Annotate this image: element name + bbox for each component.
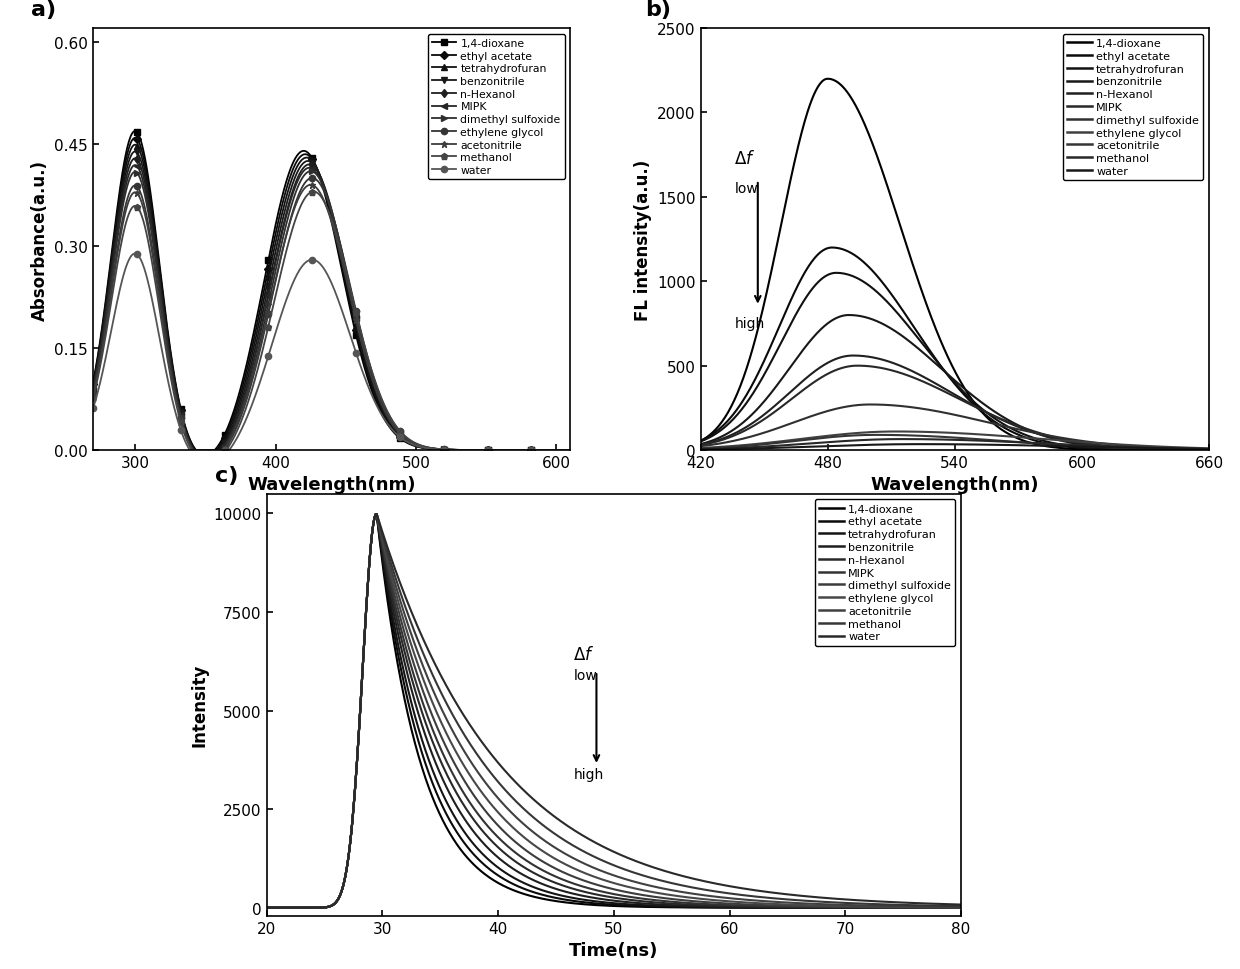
Text: $\Delta f$: $\Delta f$: [573, 645, 595, 664]
X-axis label: Time(ns): Time(ns): [569, 941, 658, 959]
Text: c): c): [215, 465, 238, 485]
Y-axis label: Intensity: Intensity: [190, 664, 208, 746]
Text: high: high: [734, 317, 765, 330]
Y-axis label: Absorbance(a.u.): Absorbance(a.u.): [31, 160, 48, 320]
Legend: 1,4-dioxane, ethyl acetate, tetrahydrofuran, benzonitrile, n-Hexanol, MIPK, dime: 1,4-dioxane, ethyl acetate, tetrahydrofu…: [428, 35, 565, 180]
Text: low: low: [734, 181, 758, 196]
Text: high: high: [573, 766, 604, 781]
Y-axis label: FL intensity(a.u.): FL intensity(a.u.): [634, 159, 652, 321]
Legend: 1,4-dioxane, ethyl acetate, tetrahydrofuran, benzonitrile, n-Hexanol, MIPK, dime: 1,4-dioxane, ethyl acetate, tetrahydrofu…: [815, 500, 956, 646]
Text: $\Delta f$: $\Delta f$: [734, 150, 756, 168]
X-axis label: Wavelength(nm): Wavelength(nm): [870, 476, 1039, 494]
X-axis label: Wavelength(nm): Wavelength(nm): [248, 476, 415, 494]
Text: b): b): [645, 0, 671, 20]
Text: low: low: [573, 669, 596, 682]
Legend: 1,4-dioxane, ethyl acetate, tetrahydrofuran, benzonitrile, n-Hexanol, MIPK, dime: 1,4-dioxane, ethyl acetate, tetrahydrofu…: [1063, 35, 1204, 181]
Text: a): a): [31, 0, 56, 20]
